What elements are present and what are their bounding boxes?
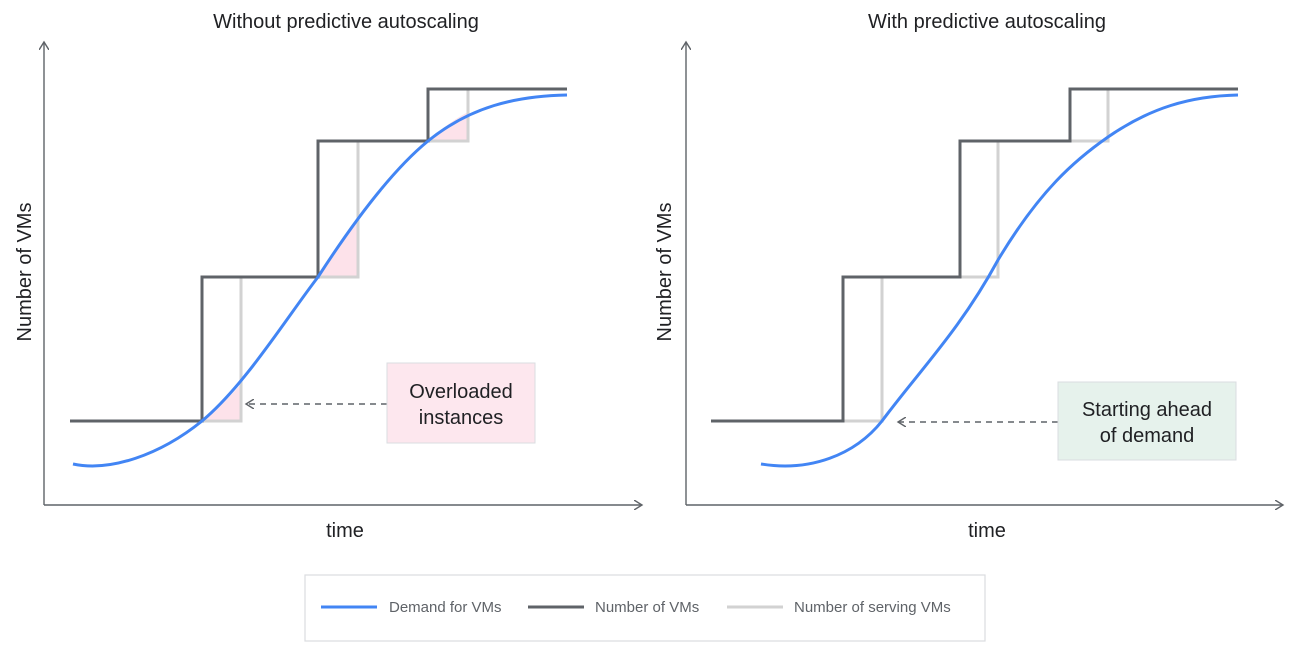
legend-serving-label: Number of serving VMs xyxy=(794,599,951,616)
legend: Demand for VMs Number of VMs Number of s… xyxy=(304,574,986,642)
legend-demand-label: Demand for VMs xyxy=(389,599,502,616)
demand-curve xyxy=(760,93,1239,468)
demand-curve xyxy=(72,93,568,468)
number-of-vms-line xyxy=(711,87,1238,423)
legend-box xyxy=(304,574,986,642)
panel-title: With predictive autoscaling xyxy=(868,11,1106,33)
callout-text: of demand xyxy=(1100,425,1195,447)
callout-text: Starting ahead xyxy=(1082,399,1212,421)
panel-with-predictive: With predictive autoscaling time Number … xyxy=(654,11,1283,542)
ahead-callout-box xyxy=(1057,381,1237,461)
legend-vms-label: Number of VMs xyxy=(595,599,699,616)
panel-without-predictive: Without predictive autoscaling time Numb… xyxy=(14,11,642,542)
y-axis-label: Number of VMs xyxy=(14,203,36,342)
y-axis-label: Number of VMs xyxy=(654,203,676,342)
overloaded-callout-box xyxy=(386,362,536,444)
callout-text: instances xyxy=(419,407,504,429)
x-axis-label: time xyxy=(326,520,364,542)
x-axis-label: time xyxy=(968,520,1006,542)
overload-area xyxy=(202,384,241,421)
serving-vms-line xyxy=(843,89,1110,423)
callout-text: Overloaded xyxy=(409,381,512,403)
panel-title: Without predictive autoscaling xyxy=(213,11,479,33)
number-of-vms-line xyxy=(70,87,567,423)
serving-vms-line xyxy=(202,89,470,423)
